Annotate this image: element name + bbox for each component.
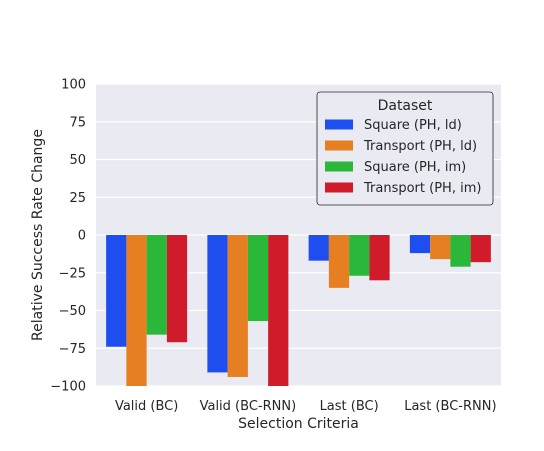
x-tick-label: Valid (BC) <box>115 399 178 414</box>
x-axis-label: Selection Criteria <box>238 416 359 432</box>
bar <box>268 235 289 386</box>
bar <box>146 235 167 335</box>
y-tick-label: 100 <box>61 78 86 93</box>
bar <box>227 235 248 377</box>
bars <box>106 235 491 386</box>
legend-swatch <box>325 140 353 151</box>
legend-box <box>316 91 494 206</box>
y-tick-labels: −100 −75 −50 −25 0 25 50 75 100 <box>50 78 86 395</box>
bar <box>207 235 228 373</box>
y-tick-label: −50 <box>59 304 86 319</box>
y-tick-label: 75 <box>69 115 86 130</box>
legend-label: Square (PH, ld) <box>364 118 462 133</box>
y-tick-label: 0 <box>78 229 86 244</box>
bar <box>470 235 491 263</box>
y-tick-label: 25 <box>69 191 86 206</box>
bar <box>328 235 350 288</box>
y-axis-label: Relative Success Rate Change <box>30 129 46 341</box>
legend-label: Transport (PH, im) <box>363 181 481 196</box>
bar <box>126 235 147 386</box>
y-tick-label: −75 <box>59 342 86 357</box>
y-tick-label: −25 <box>59 266 86 281</box>
x-tick-labels: Valid (BC) Valid (BC-RNN) Last (BC) Last (B… <box>115 399 497 414</box>
legend-swatch <box>325 119 353 130</box>
bar <box>349 235 370 276</box>
legend-label: Square (PH, im) <box>364 160 466 175</box>
legend-swatch <box>325 182 353 193</box>
y-tick-label: 50 <box>69 153 86 168</box>
bar <box>409 235 431 254</box>
legend-swatch <box>325 161 353 172</box>
bar <box>166 235 188 343</box>
bar <box>106 235 127 347</box>
bar <box>450 235 471 267</box>
bar <box>247 235 269 322</box>
legend-title: Dataset <box>378 98 433 114</box>
x-tick-label: Last (BC) <box>320 399 379 414</box>
x-tick-label: Last (BC-RNN) <box>404 399 496 414</box>
legend-label: Transport (PH, ld) <box>363 139 477 154</box>
x-tick-label: Valid (BC-RNN) <box>200 399 297 414</box>
bar <box>430 235 451 260</box>
bar <box>308 235 329 261</box>
legend-items: Square (PH, ld) Transport (PH, ld) Square … <box>325 118 481 196</box>
y-tick-label: −100 <box>50 380 86 395</box>
bar <box>369 235 390 281</box>
legend: Dataset Square (PH, ld) Transport (PH, ld… <box>316 91 494 206</box>
